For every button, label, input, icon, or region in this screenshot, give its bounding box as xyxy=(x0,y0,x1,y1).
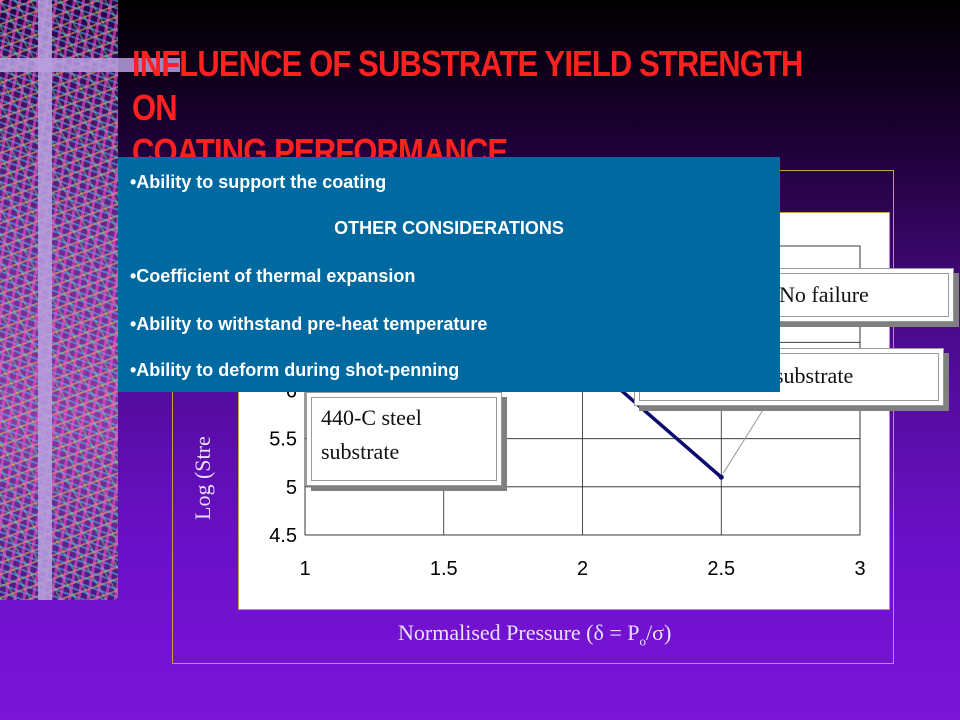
overlay-item-thermal-expansion: •Coefficient of thermal expansion xyxy=(130,266,416,286)
decorative-strip xyxy=(0,0,118,600)
x-axis-label-subscript: o xyxy=(639,633,647,649)
overlay-heading-other-considerations: OTHER CONSIDERATIONS xyxy=(334,218,564,238)
overlay-item-shot-penning: •Ability to deform during shot-penning xyxy=(130,360,460,380)
y-tick-label: 4.5 xyxy=(269,525,297,547)
y-axis-label: Log (Stre xyxy=(190,436,215,520)
callout-no-failure-text: No failure xyxy=(779,282,869,307)
title-line-1: INFLUENCE OF SUBSTRATE YIELD STRENGTH ON xyxy=(132,43,803,128)
series-point xyxy=(718,474,724,480)
x-tick-label: 2 xyxy=(577,558,588,580)
x-tick-label: 1.5 xyxy=(430,558,458,580)
slide-title: INFLUENCE OF SUBSTRATE YIELD STRENGTH ON… xyxy=(132,42,820,174)
x-axis-label-suffix: /σ) xyxy=(646,620,672,645)
callout-substrate-text: substrate xyxy=(775,363,854,388)
overlay-item-preheat: •Ability to withstand pre-heat temperatu… xyxy=(130,314,488,334)
callout-leader-line xyxy=(722,401,769,474)
considerations-panel: •Ability to support the coating OTHER CO… xyxy=(118,157,780,392)
callout-440c-steel: 440-C steel substrate xyxy=(306,392,502,486)
x-axis-label: Normalised Pressure (δ = Po/σ) xyxy=(398,620,671,649)
y-tick-label: 5 xyxy=(286,477,297,499)
y-tick-label: 5.5 xyxy=(269,429,297,451)
callout-440c-line2: substrate xyxy=(321,439,400,464)
x-axis-label-prefix: Normalised Pressure (δ = P xyxy=(398,620,640,645)
callout-440c-line1: 440-C steel xyxy=(321,405,422,430)
overlay-item-support: •Ability to support the coating xyxy=(130,172,387,192)
x-tick-label: 1 xyxy=(299,558,310,580)
x-tick-label: 3 xyxy=(854,558,865,580)
x-tick-label: 2.5 xyxy=(707,558,735,580)
decorative-vertical-bar xyxy=(38,0,52,600)
decorative-horizontal-bar xyxy=(0,58,180,72)
